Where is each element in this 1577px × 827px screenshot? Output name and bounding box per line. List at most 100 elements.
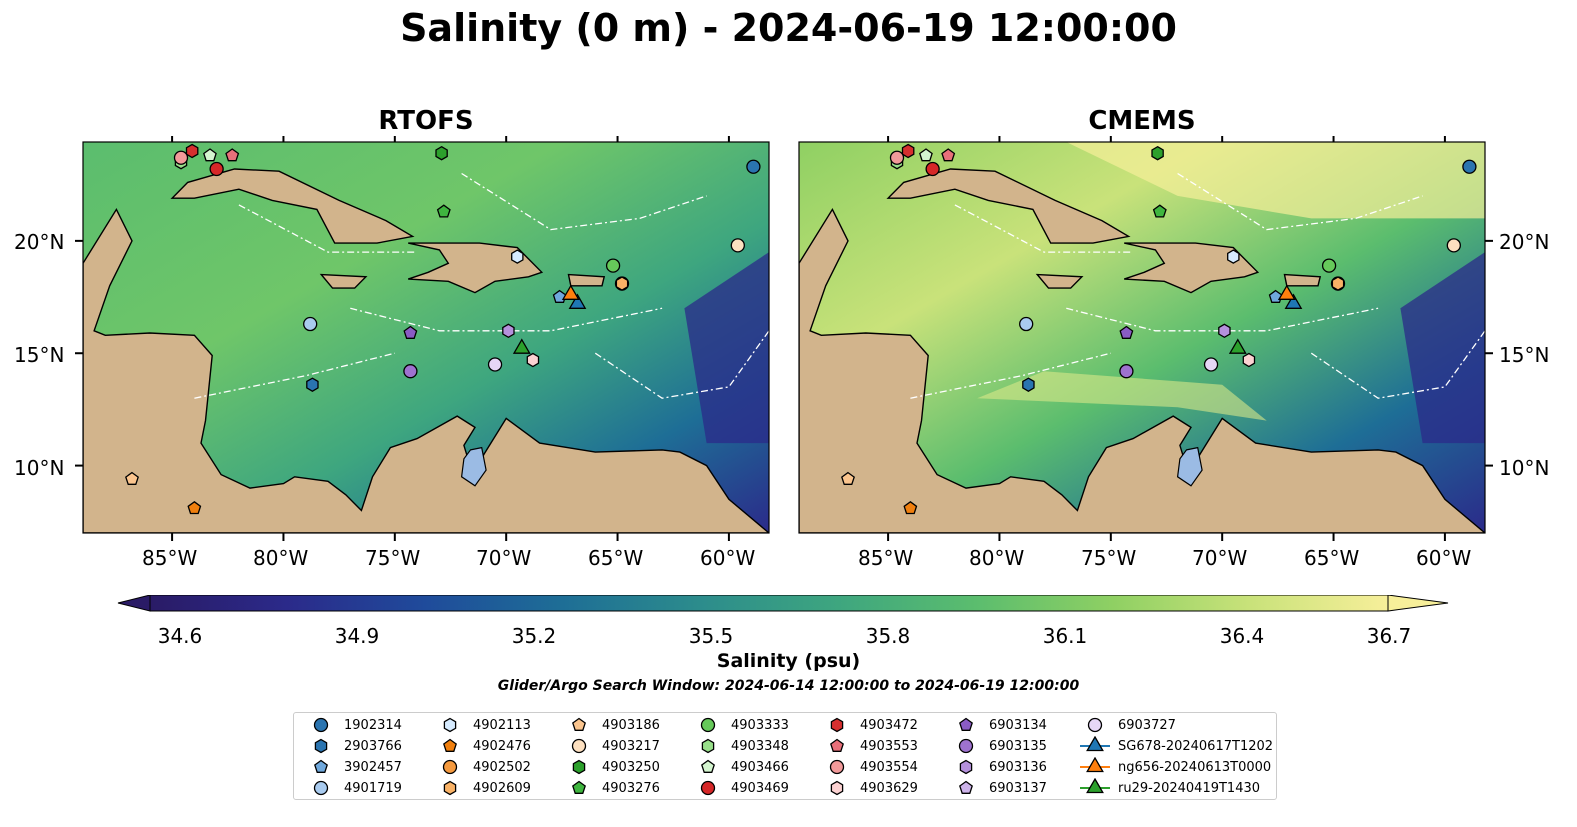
lat-label-15n-left: 15°N: [14, 343, 65, 367]
legend-label: 4903629: [860, 780, 918, 796]
marker-6903727: [1203, 357, 1219, 372]
search-window-text: Glider/Argo Search Window: 2024-06-14 12…: [497, 678, 1080, 694]
lon-label-65w-b: 65°W: [1304, 546, 1360, 570]
marker-4902609: [615, 276, 629, 291]
eez-boundary-1: [350, 307, 663, 332]
legend-item: 4902476: [433, 736, 531, 756]
rtofs-map: [83, 142, 769, 533]
marker-6903136: [1218, 323, 1231, 339]
legend-marker-icon: [959, 717, 973, 731]
panel-title-rtofs: RTOFS: [378, 106, 474, 136]
legend-item: SG678-20240617T1202: [1078, 736, 1273, 756]
legend-label: ru29-20240419T1430: [1118, 780, 1261, 796]
marker-2903766: [1022, 377, 1035, 392]
eez-boundary-0: [954, 204, 1134, 253]
marker-6903134: [403, 325, 418, 339]
legend-marker-icon: [959, 759, 973, 775]
colorbar-max-extend: [1387, 595, 1449, 612]
eez-boundary-4: [594, 330, 769, 399]
legend-item: 4903553: [820, 736, 918, 756]
legend-item: 4903348: [691, 736, 789, 756]
legend-label: 4903217: [602, 738, 660, 754]
lat-label-20n-left: 20°N: [14, 230, 65, 254]
lon-label-85w-a: 85°W: [142, 546, 198, 570]
legend-label: 4902113: [473, 717, 531, 733]
legend-item: 6903134: [949, 715, 1047, 735]
land-polygon-4: [1283, 273, 1322, 287]
cb-tick-35-5: 35.5: [688, 624, 734, 648]
land-polygon-0: [799, 207, 1485, 533]
marker-4903553: [225, 148, 240, 162]
colorbar-min-extend: [117, 595, 151, 612]
legend-marker-icon: [314, 759, 328, 773]
legend-label: ng656-20240613T0000: [1118, 759, 1272, 775]
marker-4903469: [209, 161, 224, 177]
eez-boundary-1: [1066, 307, 1379, 332]
legend-label: 4902476: [473, 738, 531, 754]
legend-label: 2903766: [344, 738, 402, 754]
legend-item: 4903472: [820, 715, 918, 735]
legend-label: 6903135: [989, 738, 1047, 754]
legend-marker-icon: [443, 717, 457, 733]
legend-item: 4903554: [820, 757, 918, 777]
legend-item: 4902502: [433, 757, 531, 777]
marker-4903333: [1321, 258, 1337, 273]
marker-4903629: [526, 352, 540, 368]
legend-label: 4903186: [602, 717, 660, 733]
legend-label: 4902502: [473, 759, 531, 775]
lat-label-15n-right: 15°N: [1499, 343, 1550, 367]
marker-4903217: [730, 238, 745, 253]
land-polygon-4: [567, 273, 606, 287]
legend-marker-icon: [829, 759, 845, 775]
legend-label: 4903466: [731, 759, 789, 775]
marker-4903466: [919, 148, 933, 162]
cb-tick-35-8: 35.8: [865, 624, 911, 648]
map-frame-0: [82, 141, 770, 534]
legend-marker-icon: [959, 780, 973, 794]
cb-tick-36-1: 36.1: [1042, 624, 1088, 648]
cb-tick-34-9: 34.9: [334, 624, 380, 648]
high-salinity-band: [977, 371, 1267, 421]
legend-marker-icon: [313, 780, 329, 796]
marker-4902609: [1331, 276, 1345, 291]
marker-6903135: [1119, 364, 1134, 379]
cb-tick-36-7: 36.7: [1366, 624, 1412, 648]
land-polygon-3: [319, 273, 368, 289]
legend-marker-icon: [572, 780, 586, 794]
colorbar-body: [149, 595, 1389, 612]
legend-marker-icon: [958, 738, 974, 754]
cmems-map: [799, 142, 1485, 533]
legend-label: 4903469: [731, 780, 789, 796]
land-polygon-1: [886, 168, 1131, 244]
legend-marker-icon: [442, 759, 458, 775]
eez-boundary-4: [1310, 330, 1485, 399]
figure-title: Salinity (0 m) - 2024-06-19 12:00:00: [400, 6, 1177, 50]
legend-label: 6903727: [1118, 717, 1176, 733]
marker-6903727: [487, 357, 503, 372]
legend-label: 3902457: [344, 759, 402, 775]
legend-item: 3902457: [304, 757, 402, 777]
marker-4903186: [125, 471, 139, 485]
legend-label: 4903472: [860, 717, 918, 733]
lon-label-80w-a: 80°W: [253, 546, 309, 570]
marker-4903217: [1446, 238, 1461, 253]
legend-label: 4903333: [731, 717, 789, 733]
legend-marker-icon: [700, 780, 716, 796]
marker-4902476: [903, 500, 918, 515]
legend-marker-icon: [443, 780, 457, 796]
lat-label-10n-right: 10°N: [1499, 456, 1550, 480]
high-salinity-north: [1066, 142, 1485, 219]
eez-boundary-3: [1177, 172, 1423, 231]
marker-ru29-20240419T1430: [1228, 338, 1247, 354]
marker-4903554: [173, 150, 189, 165]
marker-4903472: [901, 143, 915, 159]
legend-marker-icon: [443, 738, 457, 752]
marker-4903333: [605, 258, 621, 273]
salinity-colorbar: [117, 595, 1449, 612]
colorbar-label: Salinity (psu): [716, 650, 861, 672]
marker-4903553: [941, 148, 956, 162]
legend-item: 4901719: [304, 778, 402, 798]
marker-4903629: [1242, 352, 1256, 368]
lake-maracaibo: [1176, 446, 1203, 487]
legend-item: ng656-20240613T0000: [1078, 757, 1271, 777]
